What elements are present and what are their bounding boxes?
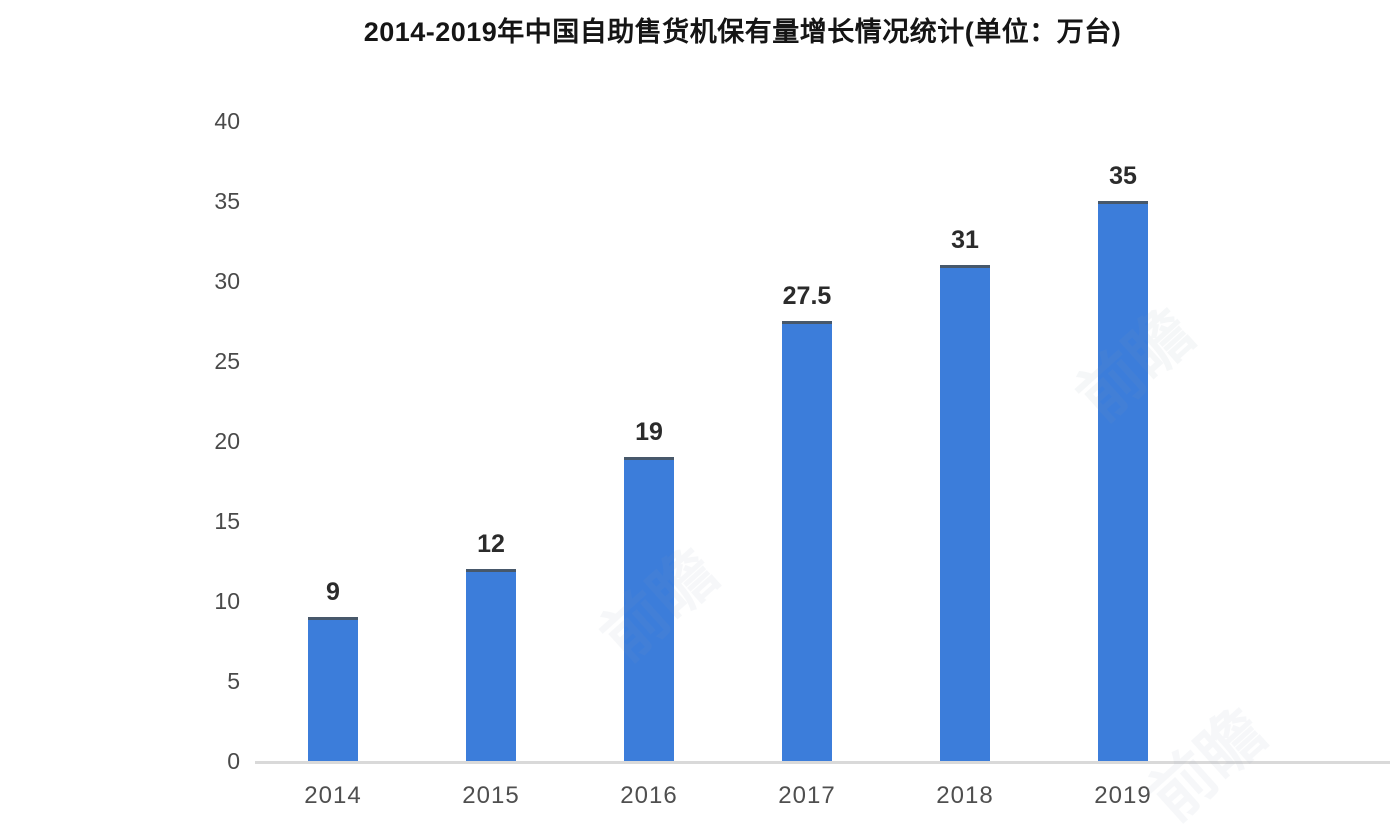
y-tick-label: 20 <box>214 428 240 454</box>
x-tick-label: 2017 <box>778 782 836 809</box>
bar-value-label: 35 <box>1109 162 1137 190</box>
bar-2019 <box>1098 201 1148 761</box>
bar-value-label: 19 <box>635 418 663 446</box>
bar-2017 <box>782 321 832 761</box>
x-axis-line <box>255 761 1390 764</box>
y-tick-label: 30 <box>214 268 240 294</box>
bar-value-label: 9 <box>326 578 340 606</box>
x-tick-label: 2018 <box>936 782 994 809</box>
y-tick-label: 15 <box>214 508 240 534</box>
bar-value-label: 27.5 <box>782 282 832 310</box>
y-tick-label: 35 <box>214 188 240 214</box>
y-tick-label: 0 <box>227 748 240 774</box>
bar-value-label: 12 <box>477 530 505 558</box>
chart-title: 2014-2019年中国自助售货机保有量增长情况统计(单位：万台) <box>363 17 1122 47</box>
x-tick-label: 2015 <box>462 782 520 809</box>
y-tick-label: 10 <box>214 588 240 614</box>
x-tick-label: 2016 <box>620 782 678 809</box>
x-tick-label: 2019 <box>1094 782 1152 809</box>
y-tick-label: 40 <box>214 108 240 134</box>
bar-2014 <box>308 617 358 761</box>
bar-2016 <box>624 457 674 761</box>
bar-2018 <box>940 265 990 761</box>
y-tick-label: 25 <box>214 348 240 374</box>
bar-value-label: 31 <box>951 226 979 254</box>
x-tick-label: 2014 <box>304 782 362 809</box>
y-tick-label: 5 <box>227 668 240 694</box>
bar-2015 <box>466 569 516 761</box>
watermark-text: 前瞻 <box>1135 695 1279 835</box>
